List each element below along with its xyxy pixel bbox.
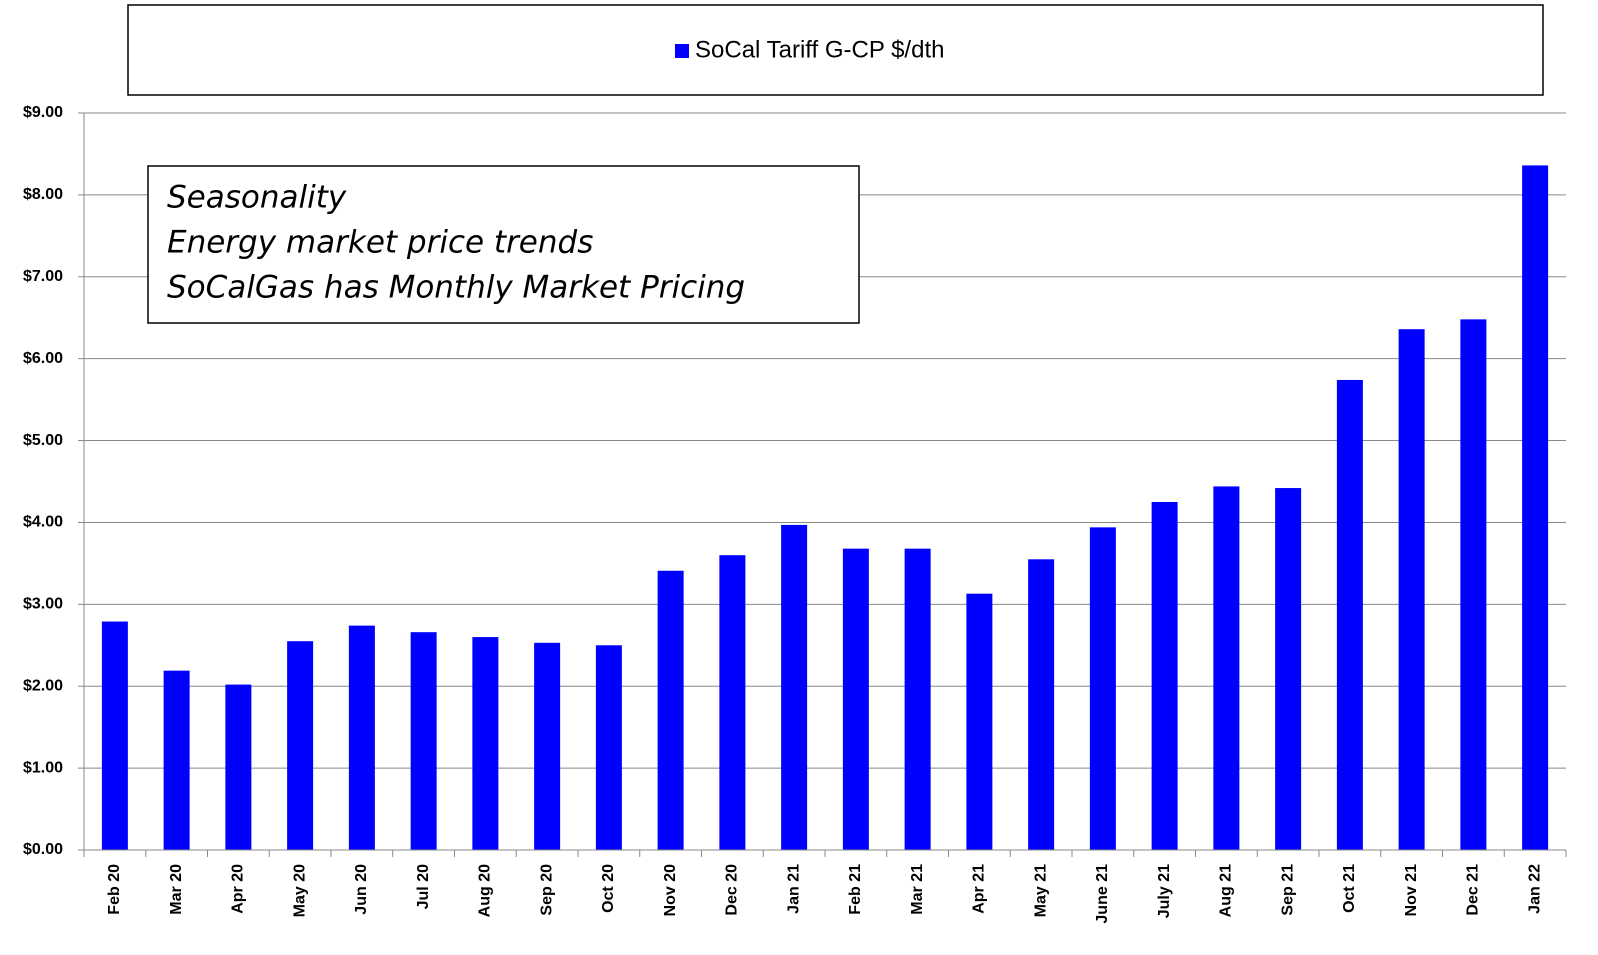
x-tick-label: Jul 20 [415,864,432,909]
bar [1275,488,1302,850]
bar [1522,165,1549,851]
x-tick-label: Dec 20 [724,864,741,916]
x-tick-label: Sep 20 [538,864,555,916]
bar [163,670,190,850]
x-tick-label: Jan 22 [1526,864,1543,914]
x-tick-label: Nov 21 [1403,864,1420,917]
annotation-box [147,165,860,324]
x-tick-label: Jan 21 [785,864,802,914]
x-tick-label: Apr 21 [971,864,988,914]
y-tick-label: $3.00 [23,596,63,613]
bar [1398,329,1425,851]
x-tick-label: Mar 21 [909,864,926,915]
bar [472,637,499,850]
annotation: Seasonality [167,180,347,216]
x-tick-label: Feb 20 [106,864,123,915]
y-tick-label: $8.00 [23,186,63,203]
x-tick-label: Oct 20 [600,864,617,913]
y-tick-label: $1.00 [23,759,63,776]
bar [101,621,128,850]
y-tick-label: $6.00 [23,350,63,367]
bar [657,570,684,850]
y-tick-label: $5.00 [23,432,63,449]
y-tick-label: $4.00 [23,514,63,531]
bar [1028,559,1055,850]
x-tick-label: July 21 [1156,864,1173,918]
bar [1460,319,1487,850]
y-tick-label: $9.00 [23,104,63,121]
bar [595,645,622,850]
annotation: SoCalGas has Monthly Market Pricing [167,270,745,306]
x-tick-label: May 21 [1032,864,1049,917]
bar [287,641,314,850]
bar [781,524,808,850]
x-tick-label: Feb 21 [847,864,864,915]
bar [348,625,375,850]
y-tick-label: $2.00 [23,677,63,694]
x-tick-label: Aug 20 [477,864,494,917]
x-tick-label: June 21 [1094,864,1111,924]
annotation: Energy market price trends [167,225,593,261]
x-tick-label: Nov 20 [662,864,679,917]
legend-label: SoCal Tariff G-CP $/dth [695,36,944,63]
x-tick-label: Sep 21 [1279,864,1296,916]
bar [534,642,561,850]
bar [966,593,993,850]
bar [719,555,746,850]
legend-swatch [675,44,689,58]
x-tick-label: May 20 [291,864,308,917]
bar [904,548,931,850]
x-tick-label: Dec 21 [1465,864,1482,916]
bar [225,684,252,850]
x-tick-label: Jun 20 [353,864,370,915]
x-tick-label: Aug 21 [1218,864,1235,917]
bar [842,548,869,850]
bar [410,632,437,850]
bar [1336,379,1363,850]
bar [1213,486,1240,850]
bar [1089,527,1116,850]
y-tick-label: $0.00 [23,841,63,858]
legend-box [127,4,1544,96]
x-tick-label: Oct 21 [1341,864,1358,913]
y-tick-label: $7.00 [23,268,63,285]
x-tick-label: Apr 20 [230,864,247,914]
bar [1151,501,1178,850]
x-tick-label: Mar 20 [168,864,185,915]
